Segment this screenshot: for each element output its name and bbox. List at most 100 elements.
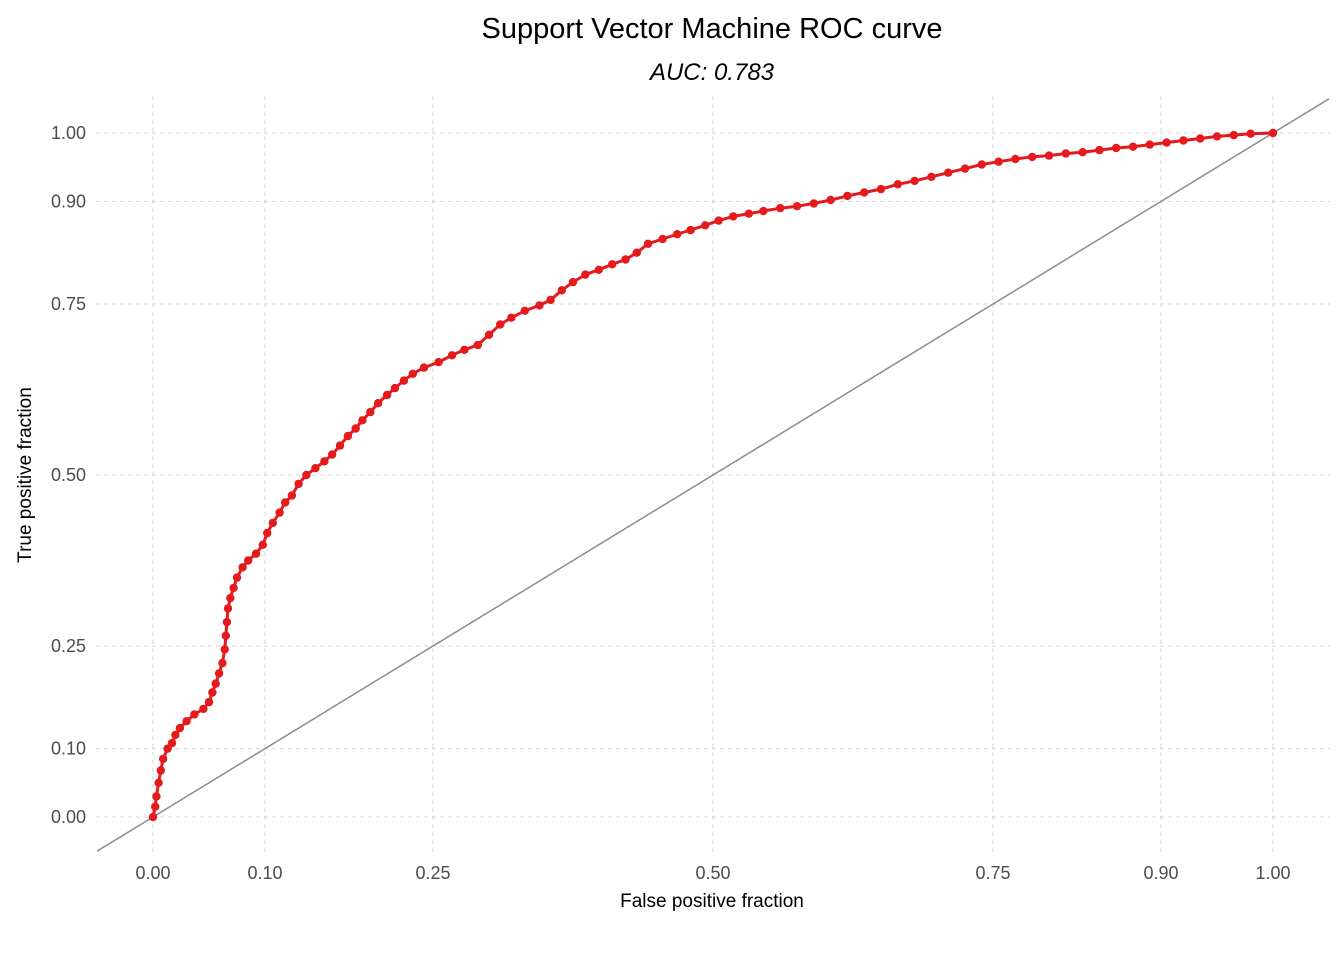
- roc-point-14: [208, 688, 217, 697]
- x-axis-ticks: 0.00 0.10 0.25 0.50 0.75 0.90 1.00: [135, 863, 1290, 883]
- roc-point-103: [1229, 130, 1239, 140]
- x-tick-label: 1.00: [1255, 863, 1290, 883]
- roc-point-15: [211, 679, 220, 688]
- y-axis-ticks: 0.00 0.10 0.25 0.50 0.75 0.90 1.00: [51, 123, 86, 827]
- roc-point-65: [621, 255, 630, 264]
- y-tick-label: 0.25: [51, 636, 86, 656]
- roc-point-25: [238, 563, 247, 572]
- roc-point-7: [167, 738, 177, 748]
- roc-point-72: [714, 216, 723, 225]
- chart-title: Support Vector Machine ROC curve: [482, 13, 943, 45]
- x-axis-label: False positive fraction: [620, 891, 804, 912]
- roc-point-79: [826, 195, 835, 205]
- roc-point-52: [460, 345, 469, 354]
- roc-point-47: [399, 376, 409, 385]
- roc-point-27: [251, 549, 261, 558]
- y-tick-label: 0.10: [51, 739, 86, 759]
- roc-point-85: [927, 172, 936, 181]
- roc-point-68: [658, 234, 667, 244]
- roc-point-69: [673, 230, 682, 239]
- roc-point-62: [581, 270, 590, 279]
- roc-point-8: [171, 730, 180, 740]
- roc-point-88: [977, 160, 986, 169]
- roc-point-84: [910, 176, 919, 186]
- roc-point-80: [843, 191, 852, 201]
- chart-subtitle: AUC: 0.783: [648, 59, 775, 86]
- roc-point-86: [944, 168, 953, 177]
- roc-point-38: [328, 450, 337, 459]
- roc-point-74: [744, 209, 753, 218]
- roc-point-37: [320, 457, 329, 466]
- roc-point-75: [759, 206, 768, 216]
- roc-point-100: [1179, 136, 1188, 145]
- roc-point-60: [557, 286, 566, 295]
- roc-point-66: [632, 248, 641, 257]
- x-tick-label: 0.90: [1143, 863, 1178, 883]
- roc-point-73: [729, 212, 738, 221]
- roc-point-0: [148, 812, 158, 822]
- roc-point-36: [311, 464, 320, 473]
- x-tick-label: 0.10: [247, 863, 282, 883]
- roc-point-83: [893, 180, 902, 189]
- roc-point-3: [154, 778, 163, 787]
- roc-point-78: [809, 199, 818, 208]
- x-tick-label: 0.25: [415, 863, 450, 883]
- roc-point-102: [1212, 132, 1222, 141]
- roc-point-39: [335, 441, 345, 450]
- roc-point-82: [876, 184, 886, 194]
- roc-curve-line: [151, 131, 1275, 819]
- roc-point-99: [1162, 138, 1171, 147]
- y-tick-label: 0.75: [51, 294, 86, 314]
- roc-point-43: [366, 407, 375, 417]
- roc-point-33: [287, 491, 297, 500]
- y-axis-label: True positive fraction: [15, 387, 36, 563]
- y-tick-label: 0.90: [51, 191, 86, 211]
- roc-point-58: [535, 301, 544, 310]
- roc-point-97: [1128, 142, 1138, 151]
- roc-point-70: [686, 225, 695, 235]
- roc-point-20: [222, 617, 232, 627]
- roc-point-24: [232, 573, 242, 582]
- roc-point-57: [520, 306, 529, 315]
- y-tick-label: 0.00: [51, 807, 86, 827]
- roc-point-42: [358, 416, 367, 425]
- roc-point-48: [408, 369, 417, 378]
- roc-point-40: [343, 431, 353, 441]
- roc-point-67: [643, 239, 653, 248]
- roc-point-59: [546, 295, 555, 305]
- reference-diagonal: [96, 98, 1330, 852]
- roc-point-1: [151, 802, 160, 811]
- roc-point-23: [229, 583, 238, 593]
- roc-point-104: [1246, 129, 1255, 138]
- roc-point-55: [496, 320, 505, 329]
- roc-point-28: [258, 540, 267, 549]
- roc-point-56: [507, 313, 516, 322]
- roc-point-91: [1028, 152, 1037, 162]
- roc-point-89: [994, 157, 1003, 166]
- roc-point-44: [373, 399, 383, 408]
- roc-point-64: [608, 260, 617, 269]
- roc-point-50: [434, 357, 443, 367]
- roc-point-4: [156, 766, 165, 775]
- y-tick-label: 0.50: [51, 465, 86, 485]
- roc-point-22: [226, 593, 235, 603]
- roc-point-18: [220, 645, 229, 654]
- roc-point-26: [244, 556, 253, 565]
- roc-point-71: [701, 221, 710, 230]
- roc-point-54: [484, 330, 494, 339]
- roc-point-63: [594, 265, 603, 274]
- y-tick-label: 1.00: [51, 123, 86, 143]
- diagonal-line: [96, 98, 1330, 852]
- roc-point-2: [152, 792, 161, 801]
- roc-point-35: [302, 470, 311, 480]
- x-tick-label: 0.00: [135, 863, 170, 883]
- roc-point-77: [792, 202, 802, 211]
- roc-point-13: [204, 697, 214, 707]
- roc-point-30: [268, 518, 277, 528]
- roc-point-21: [223, 604, 233, 613]
- roc-curve: [148, 128, 1278, 822]
- roc-point-94: [1078, 148, 1087, 157]
- roc-point-49: [419, 363, 429, 372]
- roc-point-92: [1044, 151, 1054, 160]
- roc-point-16: [214, 669, 224, 678]
